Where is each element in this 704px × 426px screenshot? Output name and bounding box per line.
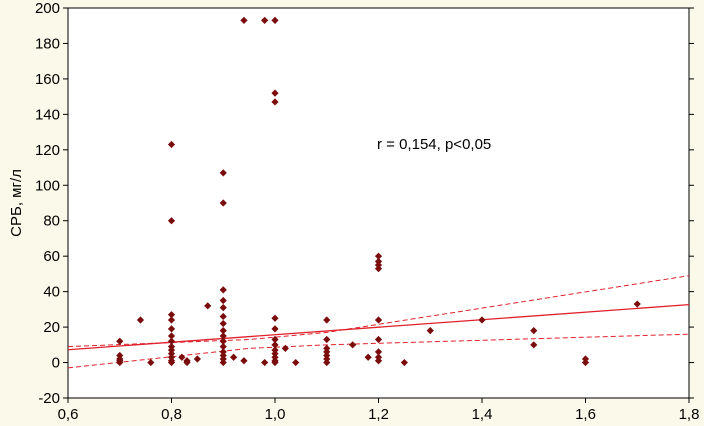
data-point [400,358,408,367]
data-point [374,348,383,356]
y-tick-label: 140 [35,106,60,123]
data-point [271,325,279,333]
y-tick-label: 60 [43,248,60,265]
data-point [167,316,176,324]
data-point [167,217,176,225]
data-point [240,16,248,25]
data-point [167,311,176,319]
data-point [633,300,641,308]
data-point [374,316,383,324]
data-point [167,140,176,149]
data-point [271,358,279,367]
data-point [271,314,279,322]
y-tick-label: 80 [43,213,60,230]
data-point [261,358,269,367]
y-tick-label: 0 [52,355,60,372]
data-point [271,341,279,349]
data-point [426,327,434,335]
data-point [219,358,227,367]
data-point [183,358,191,367]
data-point [219,199,227,207]
data-point [323,335,331,344]
scatter-points [116,16,641,367]
data-point [219,342,227,351]
data-point [374,264,383,273]
data-point [349,341,357,349]
data-point [323,316,331,324]
y-tick-label: -20 [38,390,60,407]
y-tick-label: 20 [43,319,60,336]
data-point [116,337,124,345]
data-point [219,169,227,177]
data-point [219,319,227,328]
data-point [530,341,538,349]
data-point [323,358,331,367]
data-point [271,16,279,25]
y-tick-label: 200 [35,0,60,17]
correlation-annotation: r = 0,154, p<0,05 [377,136,491,153]
confidence-lower [67,333,690,369]
data-point [374,335,383,344]
x-tick-label: 1,0 [265,406,286,423]
data-point [204,302,212,310]
data-point [271,98,279,106]
x-tick-label: 1,4 [472,406,493,423]
data-point [292,358,300,367]
data-point [219,327,227,335]
data-point [219,286,227,294]
data-point [219,337,227,345]
data-point [193,355,201,363]
data-point [271,89,279,97]
data-point [581,358,590,367]
data-point [136,316,145,324]
data-point [219,332,227,340]
y-axis-label: СРБ, мг/л [8,169,25,237]
x-tick-label: 1,6 [575,406,596,423]
data-point [178,353,186,361]
data-point [261,16,269,25]
data-point [478,316,486,324]
data-point [116,358,124,367]
data-point [219,303,227,312]
data-point [147,358,155,367]
data-point [219,312,227,321]
y-tick-label: 40 [43,284,60,301]
data-point [167,337,176,345]
y-tick-label: 160 [35,71,60,88]
data-point [364,353,372,361]
x-axis: 0,6 0,8 1,0 1,2 1,4 1,6 1,8 [58,398,700,423]
x-tick-label: 0,6 [58,406,79,423]
y-axis: -20 0 20 40 60 80 100 120 140 160 180 200 [35,0,694,407]
data-point [374,357,383,365]
x-tick-label: 1,2 [368,406,389,423]
x-tick-label: 0,8 [161,406,182,423]
data-point [167,332,176,340]
y-tick-label: 100 [35,177,60,194]
data-point [271,335,279,344]
data-point [230,353,238,361]
data-point [281,344,289,352]
data-point [219,296,227,305]
y-tick-label: 180 [35,35,60,52]
x-tick-label: 1,8 [679,406,700,423]
data-point [240,357,248,365]
data-point [167,325,176,333]
data-point [530,327,538,335]
data-point [374,252,383,260]
data-point [167,358,176,367]
y-tick-label: 120 [35,142,60,159]
